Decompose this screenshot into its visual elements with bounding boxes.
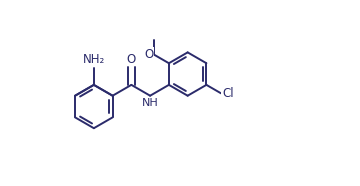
Text: NH: NH: [142, 98, 158, 108]
Text: NH₂: NH₂: [83, 53, 105, 66]
Text: O: O: [145, 48, 154, 61]
Text: O: O: [127, 53, 136, 66]
Text: Cl: Cl: [222, 87, 234, 100]
